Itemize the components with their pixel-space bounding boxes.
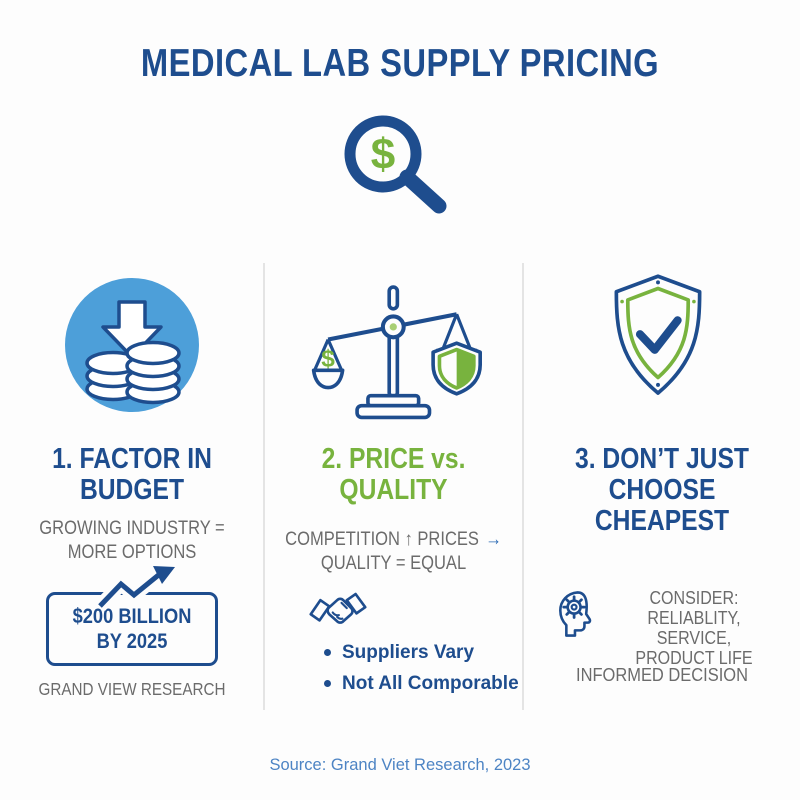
column-divider-1 [263, 263, 265, 710]
growth-arrow-icon [95, 566, 175, 611]
dollar-glyph: $ [371, 130, 395, 179]
callout-line: $200 BILLION [72, 605, 192, 628]
coins-down-arrow-icon [65, 278, 199, 412]
callout-line: BY 2025 [96, 630, 168, 653]
heading-line: CHEAPEST [594, 505, 730, 537]
section-2-subtext: COMPETITION ↑ PRICES → QUALITY = EQUAL [281, 528, 506, 576]
consider-text: CONSIDER: RELIABLITY, SERVICE, PRODUCT L… [616, 588, 773, 668]
section-3-heading: 3. DON’T JUST CHOOSE CHEAPEST [545, 444, 780, 537]
section-price-vs-quality: $ 2. PRICE vs. QUALITY COMPETITION ↑ PRI… [264, 260, 523, 720]
closing-text: INFORMED DECISION [576, 664, 748, 685]
scale-dollar-glyph: $ [321, 346, 335, 373]
balance-scale-shield-icon: $ [311, 285, 482, 420]
heading-line: QUALITY [339, 474, 448, 506]
bullet-text: Suppliers Vary [342, 641, 475, 663]
consider-line: RELIABLITY, SERVICE, [647, 608, 741, 648]
magnifier-dollar-icon: $ [344, 115, 447, 214]
handshake-icon [309, 592, 367, 624]
heading-line: 3. DON’T JUST [575, 443, 749, 475]
bullet-dot [324, 680, 331, 687]
consider-line: CONSIDER: [649, 588, 739, 608]
heading-line: BUDGET [79, 474, 185, 506]
section-dont-choose-cheapest: 3. DON’T JUST CHOOSE CHEAPEST CONSIDER: … [524, 260, 800, 720]
heading-line: 1. FACTOR IN [52, 443, 212, 475]
attribution-text: GRAND VIEW RESEARCH [38, 679, 226, 699]
subtext-line: GROWING INDUSTRY = [39, 518, 225, 539]
supplier-bullet-list: Suppliers Vary Not All Comporable [324, 637, 519, 699]
page-title: MEDICAL LAB SUPPLY PRICING [140, 42, 660, 85]
subtext-line: COMPETITION ↑ PRICES [285, 529, 479, 550]
source-attribution: Source: Grand Viet Research, 2023 [269, 756, 531, 774]
subtext-line: QUALITY = EQUAL [320, 553, 467, 574]
section-1-subtext: GROWING INDUSTRY = MORE OPTIONS [17, 517, 247, 565]
section-1-heading: 1. FACTOR IN BUDGET [20, 444, 244, 506]
shield-check-icon [614, 274, 702, 395]
section-factor-in-budget: 1. FACTOR IN BUDGET GROWING INDUSTRY = M… [0, 260, 264, 720]
bullet-text: Not All Comporable [342, 672, 519, 694]
heading-line: 2. PRICE vs. [321, 443, 466, 475]
head-gear-icon [559, 591, 592, 637]
subtext-line: MORE OPTIONS [67, 542, 197, 563]
heading-line: CHOOSE [608, 474, 716, 506]
consider-line: PRODUCT LIFE [635, 648, 753, 668]
list-item: Suppliers Vary [324, 637, 519, 668]
right-arrow-glyph: → [485, 529, 502, 550]
bullet-dot [324, 649, 331, 656]
list-item: Not All Comporable [324, 668, 519, 699]
column-divider-2 [522, 263, 524, 710]
section-2-heading: 2. PRICE vs. QUALITY [283, 444, 503, 506]
